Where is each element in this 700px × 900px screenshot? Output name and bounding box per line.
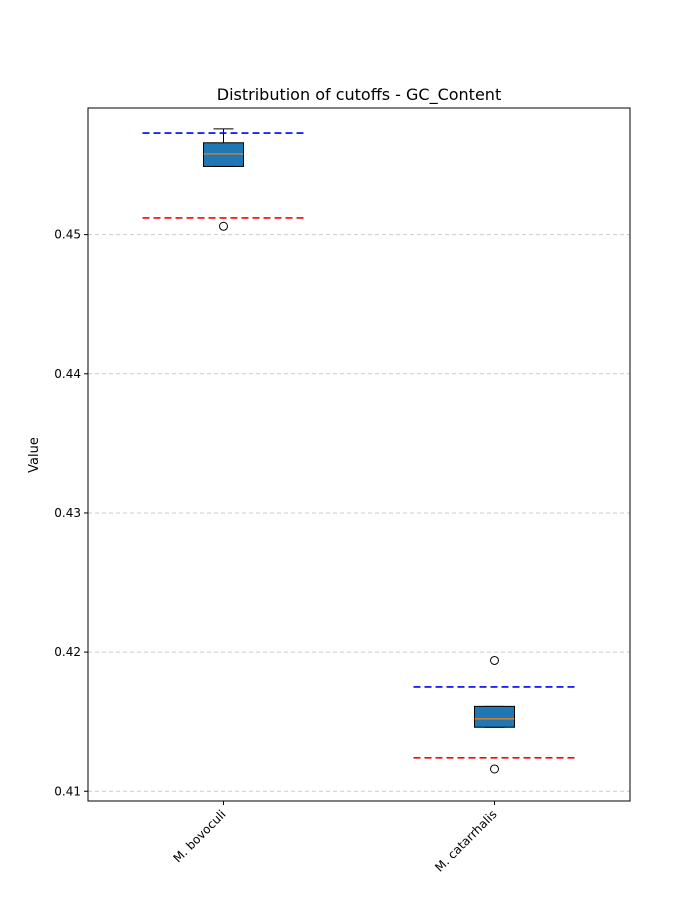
boxplots [142, 128, 576, 774]
y-axis-label: Value [27, 437, 42, 473]
x-tick-label: M. bovoculi [170, 807, 228, 865]
outlier-point [490, 764, 499, 774]
y-tick-label: 0.41 [54, 784, 81, 798]
y-tick-label: 0.44 [54, 367, 81, 381]
outlier-point [219, 221, 228, 231]
y-tick-label: 0.42 [54, 645, 81, 659]
y-tick-label: 0.43 [54, 506, 81, 520]
y-tick-label: 0.45 [54, 228, 81, 242]
outlier-point [490, 655, 499, 665]
x-tick-label: M. catarrhalis [432, 807, 499, 874]
axes: 0.41 0.42 0.43 0.44 0.45 M. bovoculi M. catarr… [54, 228, 499, 875]
grid [88, 234, 630, 792]
chart-title: Distribution of cutoffs - GC_Content [217, 85, 501, 105]
iqr-box [474, 705, 515, 728]
plot-frame [87, 107, 631, 802]
iqr-box [203, 142, 244, 167]
